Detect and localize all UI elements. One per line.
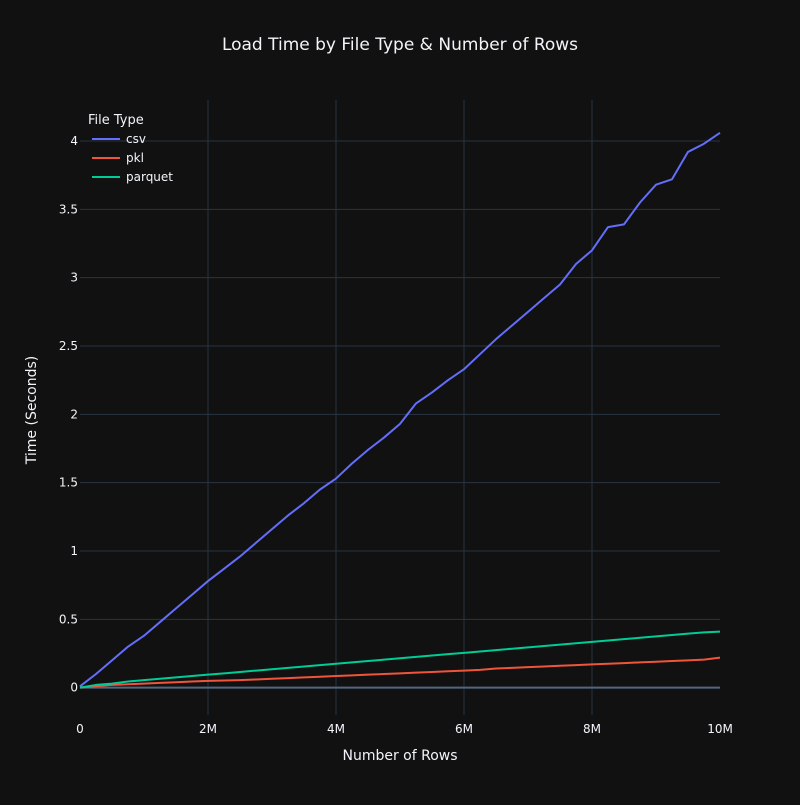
legend-items: csv pkl parquet <box>92 132 173 184</box>
y-tick-label: 3 <box>70 271 78 285</box>
legend-label: parquet <box>126 170 173 184</box>
y-tick-label: 1 <box>70 544 78 558</box>
x-tick-label: 10M <box>707 722 733 736</box>
series-line-csv[interactable] <box>79 131 721 688</box>
legend[interactable]: File Type csv pkl parquet <box>88 113 173 184</box>
y-tick-label: 1.5 <box>59 476 78 490</box>
series-line-parquet[interactable] <box>79 630 721 689</box>
series-line-pkl[interactable] <box>79 656 721 689</box>
x-tick-label: 6M <box>455 722 473 736</box>
chart-title: Load Time by File Type & Number of Rows <box>222 35 578 55</box>
y-tick-label: 2 <box>70 407 78 421</box>
legend-label: csv <box>126 132 146 146</box>
y-axis-title: Time (Seconds) <box>24 356 40 465</box>
legend-label: pkl <box>126 151 144 165</box>
y-tick-label: 2.5 <box>59 339 78 353</box>
x-tick-label: 4M <box>327 722 345 736</box>
x-tick-label: 2M <box>199 722 217 736</box>
legend-title: File Type <box>88 113 144 128</box>
y-tick-label: 4 <box>70 134 78 148</box>
series-lines <box>79 131 721 689</box>
legend-item-pkl[interactable]: pkl <box>92 151 144 165</box>
x-axis-title: Number of Rows <box>342 748 457 764</box>
y-tick-label: 0.5 <box>59 612 78 626</box>
legend-item-parquet[interactable]: parquet <box>92 170 173 184</box>
x-tick-label: 8M <box>583 722 601 736</box>
grid-lines <box>80 100 720 715</box>
x-tick-label: 0 <box>76 722 84 736</box>
y-tick-label: 0 <box>70 681 78 695</box>
legend-item-csv[interactable]: csv <box>92 132 146 146</box>
x-axis-ticks: 0 2M 4M 6M 8M 10M <box>76 722 733 736</box>
y-axis-ticks: 0 0.5 1 1.5 2 2.5 3 3.5 4 <box>59 134 78 695</box>
y-tick-label: 3.5 <box>59 202 78 216</box>
